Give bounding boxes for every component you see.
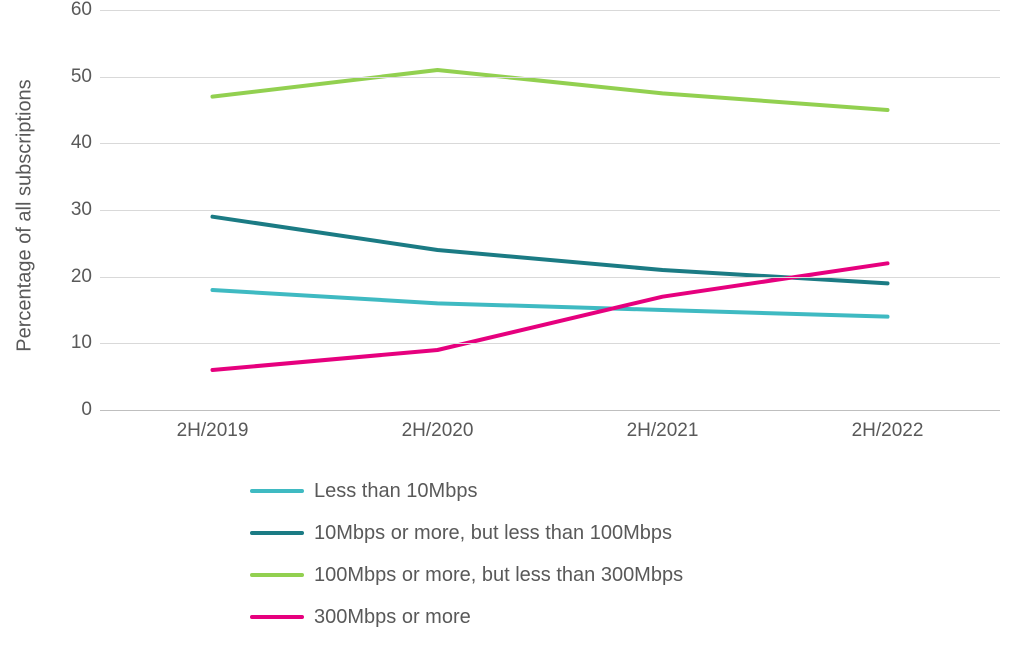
y-tick-label: 50: [52, 66, 92, 88]
y-tick-label: 0: [52, 399, 92, 421]
legend-item-lt10: Less than 10Mbps: [250, 470, 683, 512]
legend-label: 100Mbps or more, but less than 300Mbps: [314, 564, 683, 587]
gridline: [100, 210, 1000, 211]
legend-item-gte300: 300Mbps or more: [250, 596, 683, 638]
series-line-lt10: [213, 290, 888, 317]
legend-swatch: [250, 573, 304, 577]
legend-swatch: [250, 531, 304, 535]
legend-item-100to300: 100Mbps or more, but less than 300Mbps: [250, 554, 683, 596]
legend-item-10to100: 10Mbps or more, but less than 100Mbps: [250, 512, 683, 554]
gridline: [100, 77, 1000, 78]
y-tick-label: 30: [52, 199, 92, 221]
y-tick-label: 10: [52, 332, 92, 354]
x-tick-label: 2H/2022: [852, 420, 924, 442]
x-tick-label: 2H/2019: [177, 420, 249, 442]
series-line-10to100: [213, 217, 888, 284]
legend-label: Less than 10Mbps: [314, 480, 477, 503]
y-axis-title-text: Percentage of all subscriptions: [14, 79, 37, 351]
legend-label: 10Mbps or more, but less than 100Mbps: [314, 522, 672, 545]
y-axis-title: Percentage of all subscriptions: [10, 0, 40, 430]
gridline: [100, 277, 1000, 278]
gridline: [100, 343, 1000, 344]
legend-swatch: [250, 489, 304, 493]
y-tick-label: 20: [52, 266, 92, 288]
gridline: [100, 10, 1000, 11]
y-tick-label: 40: [52, 132, 92, 154]
legend-label: 300Mbps or more: [314, 606, 471, 629]
plot-area: [100, 10, 1000, 411]
legend-swatch: [250, 615, 304, 619]
x-tick-label: 2H/2021: [627, 420, 699, 442]
x-tick-label: 2H/2020: [402, 420, 474, 442]
legend: Less than 10Mbps 10Mbps or more, but less…: [250, 470, 683, 638]
series-line-gte300: [213, 263, 888, 370]
gridline: [100, 143, 1000, 144]
line-chart: Percentage of all subscriptions Less tha…: [0, 0, 1024, 645]
y-tick-label: 60: [52, 0, 92, 21]
